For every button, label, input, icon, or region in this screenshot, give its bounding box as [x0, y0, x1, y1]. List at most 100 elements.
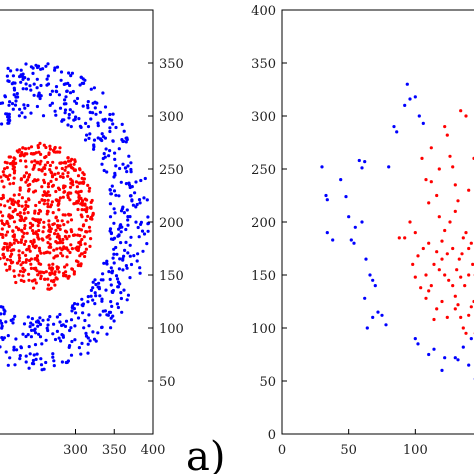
scatter-point [8, 265, 12, 269]
scatter-point [65, 237, 69, 241]
scatter-point [70, 180, 75, 184]
scatter-point [59, 78, 63, 82]
scatter-point [141, 249, 145, 253]
scatter-point [46, 209, 50, 214]
scatter-point [46, 283, 51, 287]
scatter-point [50, 174, 55, 178]
scatter-point [37, 246, 42, 250]
scatter-point [42, 190, 47, 194]
scatter-point [27, 187, 31, 191]
scatter-point [116, 285, 120, 289]
scatter-point [105, 259, 109, 263]
scatter-point [122, 129, 126, 133]
scatter-point [58, 106, 63, 110]
scatter-point [36, 273, 40, 277]
scatter-point [114, 193, 118, 197]
scatter-point [22, 211, 26, 215]
scatter-point [23, 106, 27, 110]
scatter-point [73, 338, 77, 342]
scatter-point [129, 235, 133, 239]
scatter-point [49, 170, 53, 174]
scatter-point [448, 154, 452, 158]
scatter-point [8, 267, 12, 271]
scatter-point [138, 266, 142, 270]
scatter-point [0, 122, 4, 126]
scatter-point [56, 171, 60, 175]
scatter-point [12, 93, 16, 97]
scatter-point [0, 214, 5, 218]
scatter-point [120, 138, 124, 142]
scatter-point [24, 87, 29, 91]
scatter-point [2, 255, 6, 259]
scatter-point [467, 273, 471, 277]
scatter-point [461, 236, 465, 240]
scatter-point [131, 203, 135, 207]
scatter-point [29, 65, 33, 69]
scatter-point [61, 175, 65, 179]
scatter-point [29, 266, 33, 270]
scatter-point [5, 268, 9, 272]
scatter-point [80, 199, 85, 203]
scatter-point [79, 75, 83, 79]
scatter-point [440, 257, 444, 261]
scatter-point [16, 212, 20, 217]
scatter-point [68, 198, 72, 202]
scatter-point [435, 193, 439, 198]
scatter-point [67, 164, 71, 168]
scatter-point [56, 219, 60, 223]
scatter-point [467, 363, 471, 367]
scatter-point [19, 278, 23, 282]
scatter-point [56, 223, 60, 228]
scatter-point [86, 336, 90, 340]
scatter-point [93, 278, 97, 282]
scatter-point [128, 243, 132, 247]
scatter-point [0, 336, 4, 340]
scatter-point [40, 169, 44, 173]
scatter-point [51, 332, 55, 336]
scatter-point [42, 143, 46, 147]
scatter-point [38, 218, 43, 222]
scatter-point [457, 257, 461, 261]
scatter-point [119, 180, 123, 184]
scatter-point [0, 305, 3, 309]
scatter-point [395, 130, 399, 134]
scatter-point [22, 322, 27, 326]
scatter-point [427, 352, 431, 357]
scatter-point [30, 279, 35, 283]
scatter-point [33, 211, 37, 215]
scatter-point [69, 125, 73, 129]
scatter-point [453, 183, 457, 187]
scatter-point [416, 254, 420, 258]
scatter-point [42, 251, 46, 255]
scatter-point [2, 312, 6, 316]
scatter-point [38, 141, 42, 145]
scatter-point [124, 182, 128, 186]
scatter-point [53, 146, 57, 150]
scatter-point [31, 244, 36, 248]
scatter-point [405, 82, 409, 86]
scatter-point [62, 274, 66, 278]
scatter-point [30, 224, 34, 228]
scatter-point [420, 156, 424, 160]
scatter-point [64, 270, 68, 274]
scatter-point [8, 356, 12, 360]
scatter-point [12, 165, 16, 169]
scatter-point [13, 363, 17, 367]
scatter-point [429, 284, 433, 288]
scatter-point [50, 89, 55, 93]
scatter-point [432, 347, 436, 351]
scatter-point [349, 238, 353, 242]
scatter-point [125, 208, 129, 212]
scatter-point [61, 118, 65, 122]
scatter-point [5, 161, 9, 165]
right-axis-ticks: 0 50 100 0 50 100 150 200 250 300 350 400 [251, 4, 428, 458]
scatter-point [24, 216, 28, 220]
scatter-point [59, 339, 63, 343]
scatter-point [115, 277, 120, 281]
scatter-point [440, 368, 444, 372]
scatter-point [429, 180, 433, 184]
scatter-point [95, 101, 99, 105]
scatter-point [12, 88, 17, 92]
scatter-point [5, 166, 9, 170]
